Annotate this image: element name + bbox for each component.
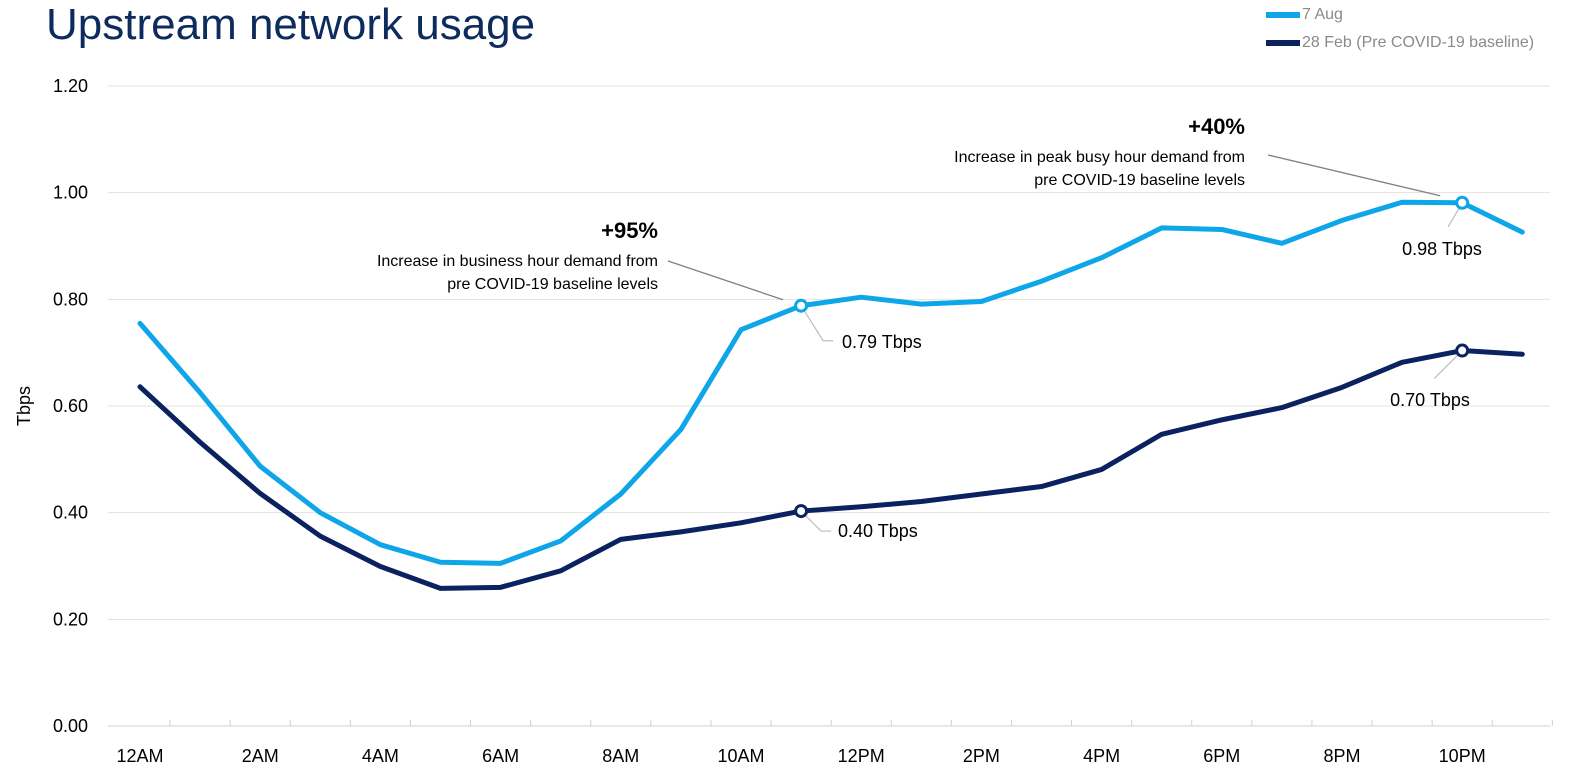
legend-label-aug: 7 Aug [1302, 6, 1343, 23]
point-label-leader [800, 510, 832, 532]
series-line-1 [137, 348, 1525, 591]
x-tick-label: 10AM [717, 746, 764, 766]
annotation-headline: +95% [601, 218, 658, 243]
annotation-leaders [667, 154, 1463, 532]
annotation-text-line: pre COVID-19 baseline levels [1034, 172, 1245, 189]
annotation-text-line: Increase in business hour demand from [377, 253, 658, 270]
legend-swatch-feb [1266, 39, 1300, 46]
x-tick-label: 8AM [602, 746, 639, 766]
x-tick-label: 4PM [1083, 746, 1120, 766]
y-tick-label: 1.00 [53, 183, 88, 203]
y-tick-label: 0.60 [53, 396, 88, 416]
y-tick-label: 0.20 [53, 609, 88, 629]
highlight-marker [1455, 343, 1470, 358]
gridlines [108, 85, 1550, 727]
x-tick-label: 6AM [482, 746, 519, 766]
point-label-leader [800, 305, 834, 342]
x-axis-ticks: 12AM 2AM 4AM 6AM 8AM 10AM 12PM 2PM 4PM 6PM 8PM 10PM [116, 720, 1553, 766]
x-tick-label: 12AM [116, 746, 163, 766]
point-value-label: 0.40 Tbps [838, 521, 918, 541]
legend-item-feb: 28 Feb (Pre COVID-19 baseline) [1266, 34, 1534, 52]
y-axis-label: Tbps [14, 386, 34, 426]
x-tick-label: 10PM [1439, 746, 1486, 766]
highlight-marker [1455, 195, 1470, 210]
legend-item-aug: 7 Aug [1266, 6, 1343, 24]
highlight-markers [794, 195, 1470, 519]
x-tick-label: 4AM [362, 746, 399, 766]
point-value-label: 0.98 Tbps [1402, 239, 1482, 259]
legend-label-feb: 28 Feb (Pre COVID-19 baseline) [1302, 34, 1535, 51]
annotations: +95% Increase in business hour demand fro… [377, 114, 1482, 541]
x-tick-label: 8PM [1323, 746, 1360, 766]
highlight-marker [794, 504, 809, 519]
point-value-label: 0.79 Tbps [842, 332, 922, 352]
highlight-marker [794, 298, 809, 313]
y-tick-label: 0.40 [53, 503, 88, 523]
y-tick-label: 0.00 [53, 716, 88, 736]
series-lines [137, 199, 1525, 591]
y-tick-label: 1.20 [53, 76, 88, 96]
annotation-headline: +40% [1188, 114, 1245, 139]
annotation-leader [667, 260, 784, 301]
chart-title: Upstream network usage [46, 0, 536, 49]
x-tick-label: 2PM [963, 746, 1000, 766]
annotation-text-line: Increase in peak busy hour demand from [954, 149, 1245, 166]
series-line-0 [137, 199, 1525, 566]
annotation-text-line: pre COVID-19 baseline levels [447, 276, 658, 293]
legend-swatch-aug [1266, 11, 1300, 18]
y-axis-ticks: 0.00 0.20 0.40 0.60 0.80 1.00 1.20 [53, 76, 88, 736]
y-tick-label: 0.80 [53, 289, 88, 309]
x-tick-label: 12PM [838, 746, 885, 766]
x-tick-label: 2AM [242, 746, 279, 766]
point-value-label: 0.70 Tbps [1390, 390, 1470, 410]
x-tick-label: 6PM [1203, 746, 1240, 766]
annotation-leader [1267, 154, 1441, 197]
